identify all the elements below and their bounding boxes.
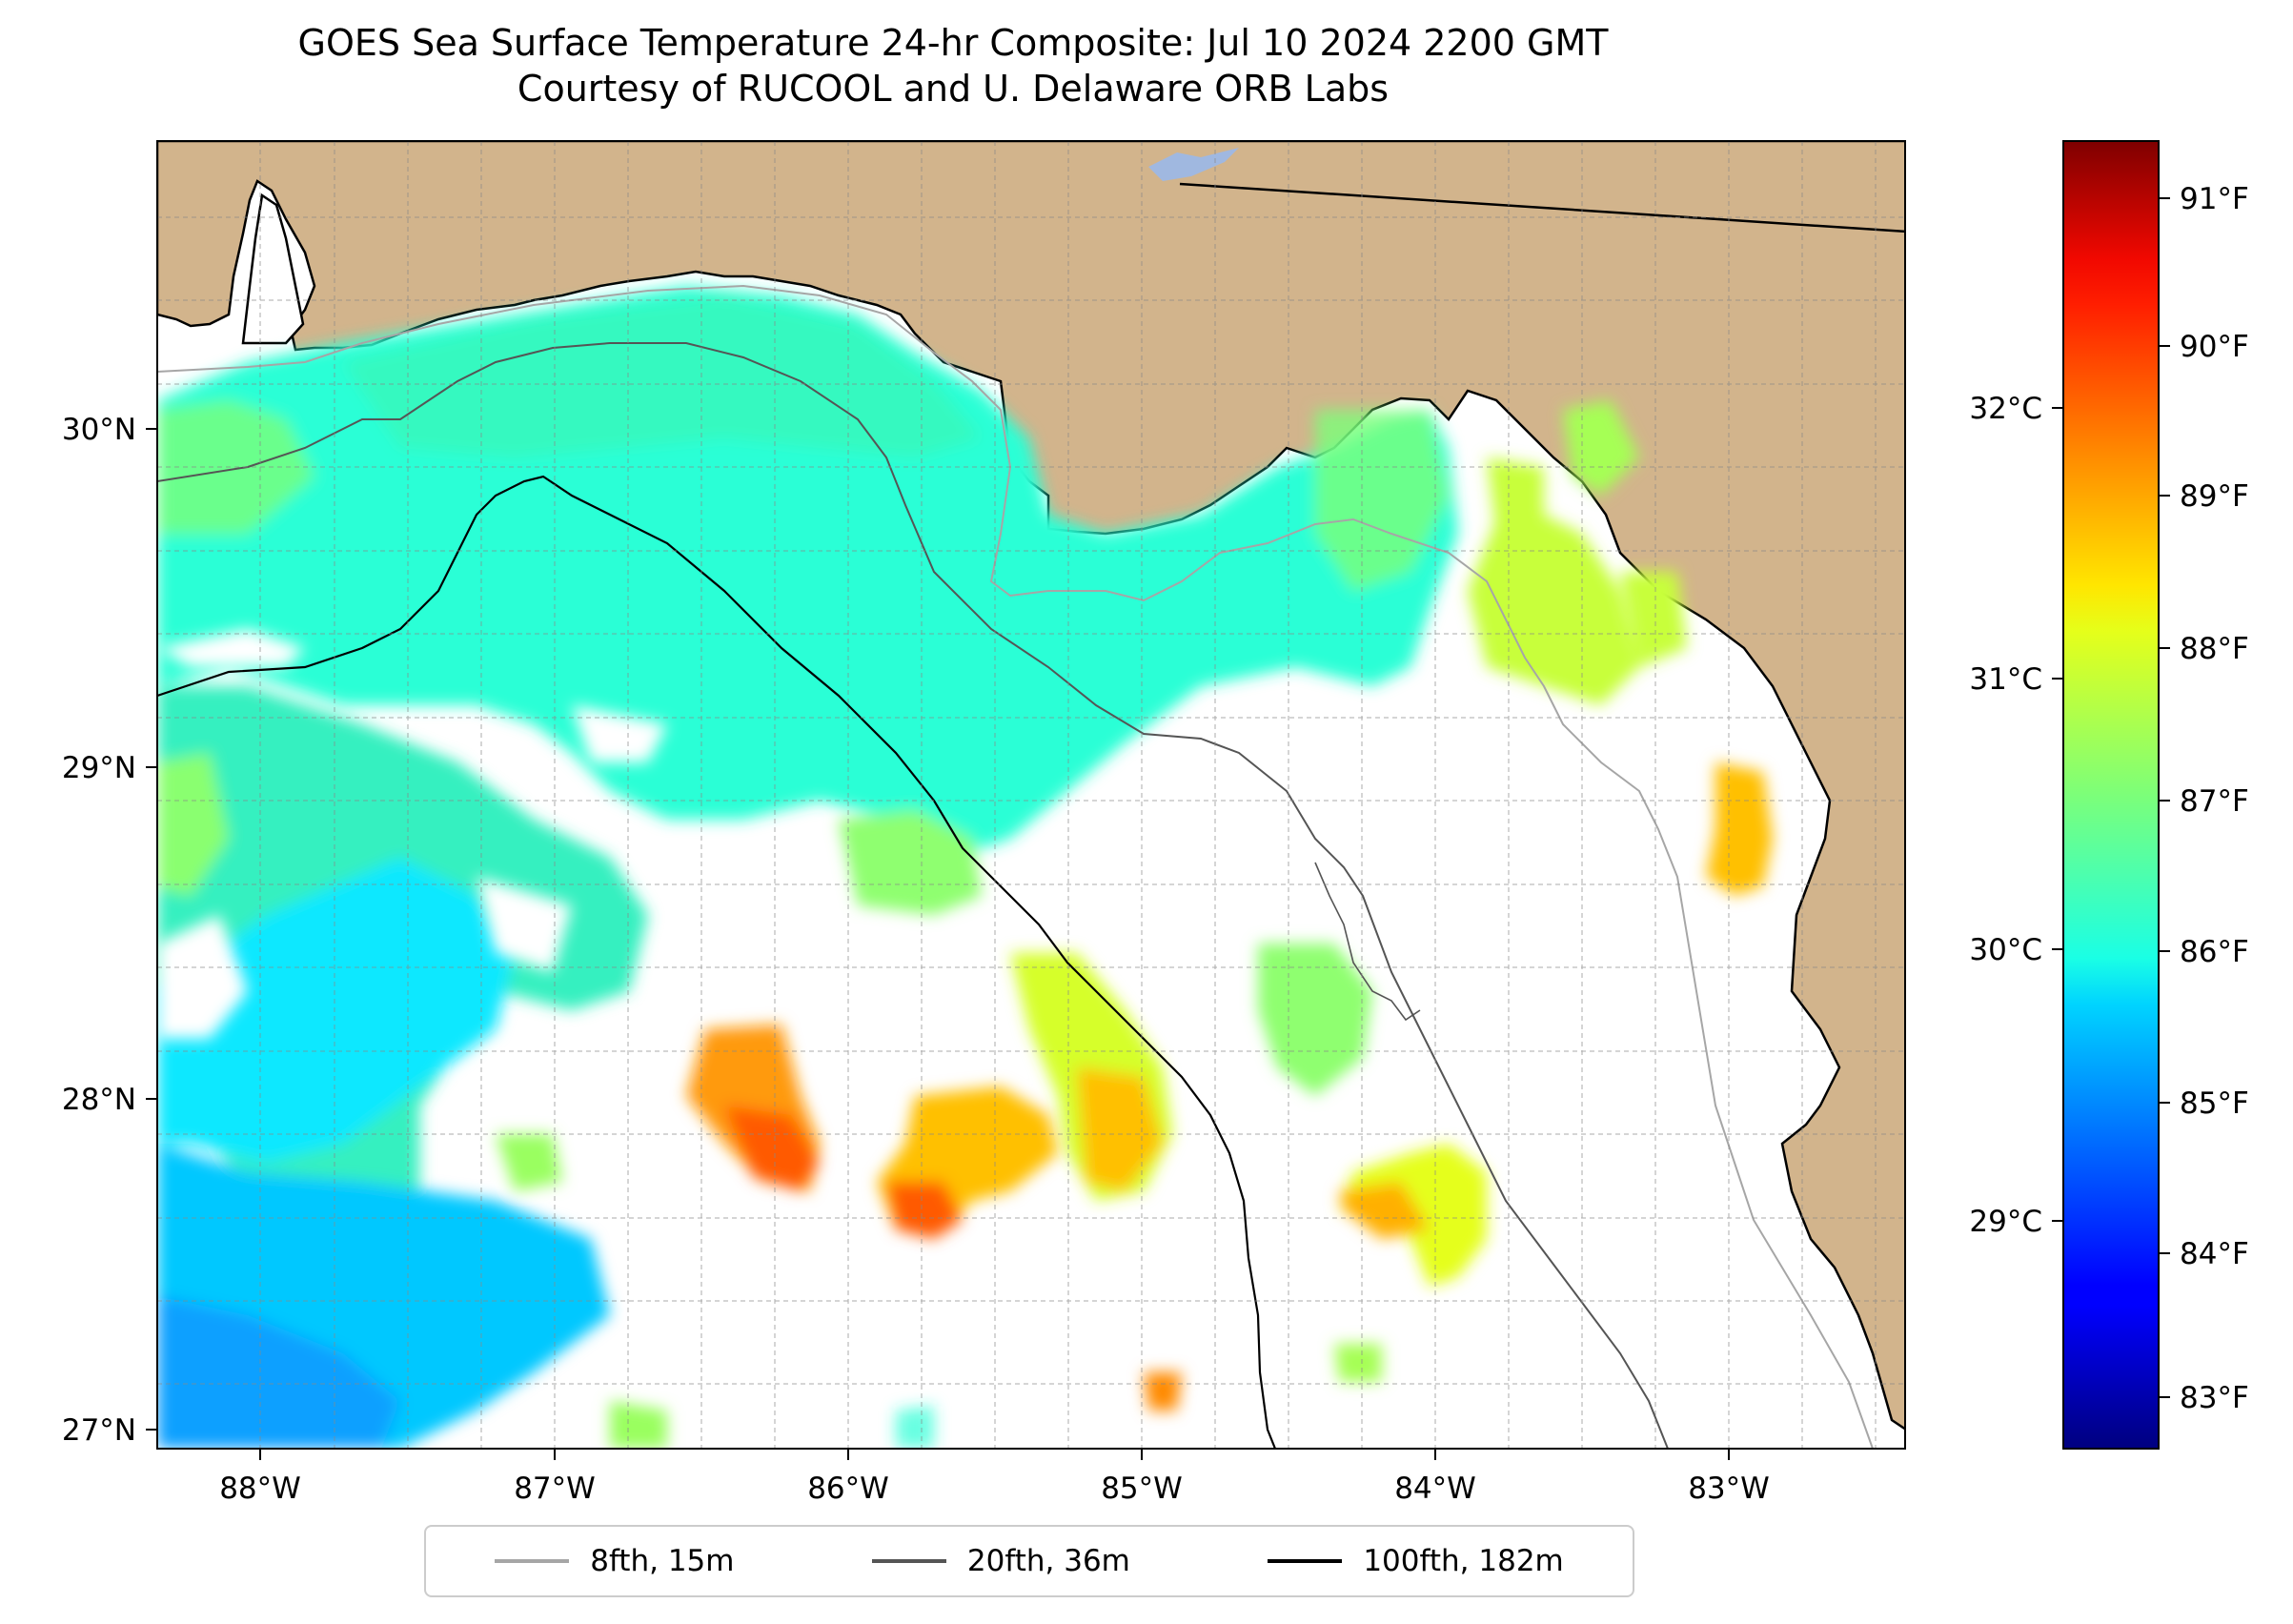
cbar-f-90: 90°F (2180, 330, 2249, 364)
state-border (1179, 182, 1905, 233)
latitude-labels: 27°N 28°N 29°N 30°N (62, 413, 136, 1448)
colorbar-celsius-labels: 29°C 30°C 31°C 32°C (1969, 392, 2042, 1239)
colorbar (2062, 140, 2160, 1450)
colorbar-fahrenheit-labels: 83°F 84°F 85°F 86°F 87°F 88°F 89°F 90°F … (2180, 182, 2249, 1415)
legend-item-20fth: 20fth, 36m (871, 1544, 1130, 1578)
lat-label-0: 27°N (62, 1413, 136, 1448)
isobath-20fth (157, 342, 1669, 1449)
cbar-f-88: 88°F (2180, 632, 2249, 666)
lon-label-2: 86°W (807, 1472, 889, 1506)
cbar-f-89: 89°F (2180, 479, 2249, 514)
legend-line-20fth (871, 1559, 946, 1563)
map-panel (157, 141, 1905, 1449)
colorbar-ticks (2052, 197, 2170, 1398)
map-subtitle: Courtesy of RUCOOL and U. Delaware ORB L… (517, 68, 1390, 110)
legend-item-100fth: 100fth, 182m (1268, 1544, 1564, 1578)
map-title: GOES Sea Surface Temperature 24-hr Compo… (297, 22, 1609, 64)
axis-ticks (146, 428, 1730, 1460)
cbar-f-86: 86°F (2180, 935, 2249, 969)
lon-label-0: 88°W (219, 1472, 301, 1506)
lat-label-1: 28°N (62, 1083, 136, 1117)
cbar-c-30: 30°C (1969, 933, 2042, 967)
legend-item-8fth: 8fth, 15m (495, 1544, 734, 1578)
isobath-20fth-keys (1314, 862, 1421, 1022)
legend-label-8fth: 8fth, 15m (590, 1544, 735, 1578)
lat-label-2: 29°N (62, 751, 136, 785)
legend-line-100fth (1268, 1559, 1343, 1563)
map-grid (157, 141, 1905, 1449)
longitude-labels: 88°W 87°W 86°W 85°W 84°W 83°W (219, 1472, 1770, 1506)
lake (1148, 148, 1239, 181)
lon-label-5: 83°W (1688, 1472, 1770, 1506)
cbar-f-91: 91°F (2180, 182, 2249, 216)
lon-label-4: 84°W (1394, 1472, 1476, 1506)
cbar-c-29: 29°C (1969, 1205, 2042, 1239)
map-frame (156, 140, 1906, 1450)
legend-line-8fth (495, 1559, 570, 1563)
sst-field (157, 286, 1773, 1449)
cloud-gaps (157, 629, 667, 1039)
cbar-c-31: 31°C (1969, 662, 2042, 697)
lon-label-3: 85°W (1101, 1472, 1183, 1506)
mobile-bay (241, 193, 305, 345)
lon-label-1: 87°W (514, 1472, 596, 1506)
cbar-c-32: 32°C (1969, 392, 2042, 426)
legend-label-100fth: 100fth, 182m (1363, 1544, 1564, 1578)
lat-label-3: 30°N (62, 413, 136, 447)
legend-label-20fth: 20fth, 36m (966, 1544, 1130, 1578)
isobath-legend: 8fth, 15m 20fth, 36m 100fth, 182m (424, 1525, 1634, 1597)
isobath-100fth (157, 475, 1277, 1449)
cbar-f-84: 84°F (2180, 1237, 2249, 1271)
cbar-f-87: 87°F (2180, 784, 2249, 819)
isobath-8fth (157, 284, 1874, 1449)
cbar-f-83: 83°F (2180, 1381, 2249, 1415)
cbar-f-85: 85°F (2180, 1086, 2249, 1121)
